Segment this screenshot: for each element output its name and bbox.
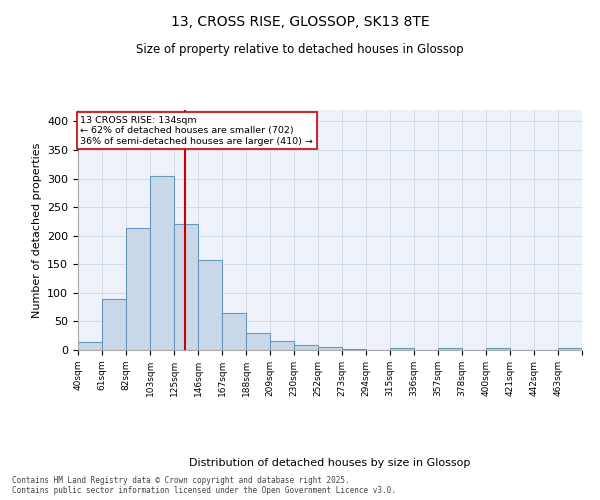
Bar — [342, 349, 366, 350]
Text: Contains HM Land Registry data © Crown copyright and database right 2025.
Contai: Contains HM Land Registry data © Crown c… — [12, 476, 396, 495]
Bar — [486, 348, 510, 350]
Bar — [78, 342, 102, 350]
Bar — [222, 313, 246, 350]
Bar — [174, 224, 198, 350]
Bar — [558, 348, 582, 350]
Bar — [270, 342, 294, 350]
Bar — [126, 228, 150, 350]
Y-axis label: Number of detached properties: Number of detached properties — [32, 142, 41, 318]
Bar — [246, 333, 270, 350]
Bar — [150, 176, 174, 350]
Text: 13 CROSS RISE: 134sqm
← 62% of detached houses are smaller (702)
36% of semi-det: 13 CROSS RISE: 134sqm ← 62% of detached … — [80, 116, 313, 146]
Bar — [318, 346, 342, 350]
Text: 13, CROSS RISE, GLOSSOP, SK13 8TE: 13, CROSS RISE, GLOSSOP, SK13 8TE — [170, 15, 430, 29]
Text: Distribution of detached houses by size in Glossop: Distribution of detached houses by size … — [190, 458, 470, 468]
Bar — [102, 298, 126, 350]
Bar — [390, 348, 414, 350]
Text: Size of property relative to detached houses in Glossop: Size of property relative to detached ho… — [136, 42, 464, 56]
Bar — [198, 260, 222, 350]
Bar — [438, 348, 462, 350]
Bar — [294, 345, 318, 350]
